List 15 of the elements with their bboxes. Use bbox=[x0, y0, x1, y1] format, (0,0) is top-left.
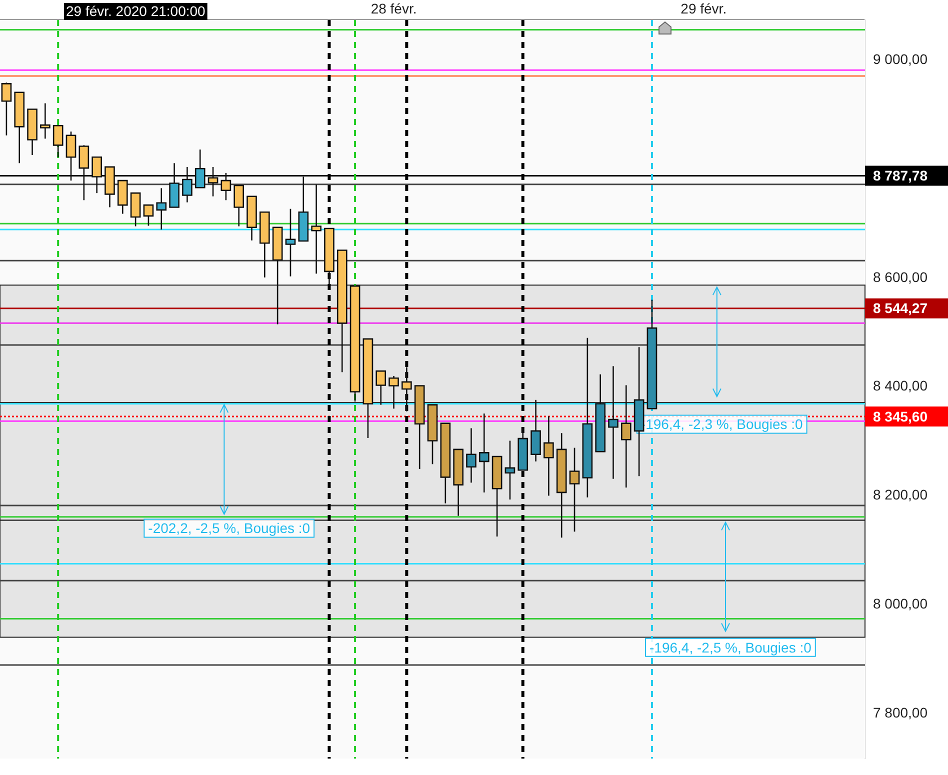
annotation: -202,2, -2,5 %, Bougies :0 bbox=[148, 520, 310, 536]
ref-line-label: 8 544,27 bbox=[873, 300, 928, 316]
x-tick-label: 29 févr. bbox=[680, 0, 727, 16]
ref-line-label: 8 345,60 bbox=[873, 408, 928, 424]
y-tick-label: 8 000,00 bbox=[873, 595, 928, 612]
annotation: -196,4, -2,3 %, Bougies :0 bbox=[640, 416, 804, 432]
annotation: -196,4, -2,5 %, Bougies :0 bbox=[650, 639, 812, 656]
y-tick-label: 7 800,00 bbox=[873, 704, 928, 720]
y-tick-label: 8 200,00 bbox=[873, 486, 928, 503]
text: 29 févr. 2020 21:00:00 bbox=[66, 2, 206, 19]
y-tick-label: 8 600,00 bbox=[873, 268, 928, 285]
y-tick-label: 9 000,00 bbox=[873, 51, 928, 68]
y-tick-label: 8 400,00 bbox=[873, 378, 928, 394]
ref-line-label: 8 787,78 bbox=[873, 168, 928, 184]
x-tick-label: 28 févr. bbox=[370, 0, 417, 16]
